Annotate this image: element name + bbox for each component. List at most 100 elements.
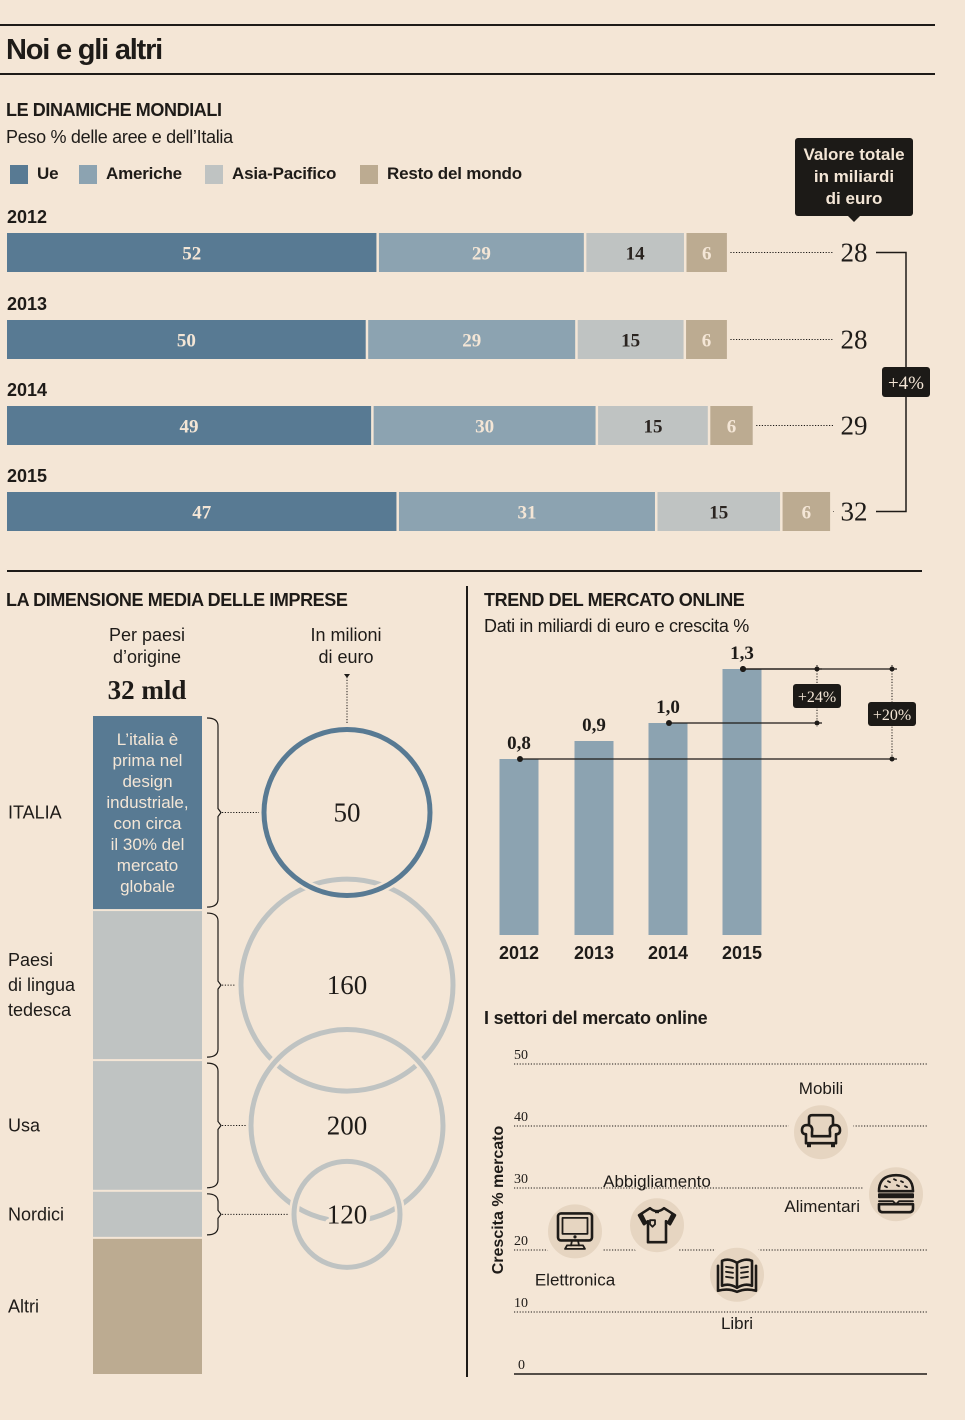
bar-value-label: 6 bbox=[802, 503, 812, 524]
y-tick-label: 10 bbox=[514, 1296, 528, 1311]
section-subtitle-dinamiche: Peso % delle aree e dell’Italia bbox=[6, 127, 233, 147]
bar-segment-resto-del-mondo bbox=[710, 406, 753, 445]
trend-value-label: 1,3 bbox=[730, 643, 754, 664]
bar-value-label: 49 bbox=[180, 417, 199, 438]
trend-year-label: 2014 bbox=[648, 943, 688, 963]
trend-bar bbox=[499, 759, 539, 935]
legend-label-resto-del-mondo: Resto del mondo bbox=[387, 164, 522, 183]
bar-segment-resto-del-mondo bbox=[686, 233, 727, 272]
segment-bracket bbox=[206, 1062, 222, 1189]
legend-item-resto-del-mondo: Resto del mondo bbox=[360, 164, 522, 184]
scatter-point-elettronica bbox=[542, 1198, 608, 1265]
bubble-paesi-di-lingua-tedesca bbox=[238, 876, 456, 1094]
bubble-value-label: 120 bbox=[327, 1199, 368, 1229]
bar-value-label: 30 bbox=[475, 417, 494, 438]
bubble-value-label: 50 bbox=[334, 798, 361, 828]
bar-segment-ue bbox=[7, 233, 377, 272]
italia-note-line: prima nel bbox=[113, 751, 183, 770]
bar-segment-resto-del-mondo bbox=[686, 320, 727, 359]
legend-label-asia-pacifico: Asia-Pacifico bbox=[232, 164, 337, 183]
burger-icon bbox=[877, 1173, 915, 1214]
bubbles-header-line: In milioni bbox=[310, 625, 382, 645]
italia-note-line: con circa bbox=[113, 814, 182, 833]
growth-span-dot bbox=[889, 756, 895, 762]
bubble-value-label: 160 bbox=[327, 970, 368, 1000]
bubbles-header: In milioni di euro bbox=[310, 624, 381, 668]
bubbles-header-line: di euro bbox=[318, 647, 374, 667]
bar-value-label: 15 bbox=[621, 331, 640, 352]
section-title-trend: TREND DEL MERCATO ONLINE bbox=[484, 590, 745, 610]
trend-bar bbox=[722, 669, 762, 935]
total-value: 32 bbox=[841, 497, 868, 527]
total-value: 28 bbox=[841, 238, 868, 268]
callout-pointer bbox=[848, 216, 860, 222]
legend-swatch-asia-pacifico bbox=[205, 164, 223, 184]
tshirt-icon bbox=[637, 1206, 677, 1244]
legend-label-americhe: Americhe bbox=[106, 164, 182, 183]
growth-badge-label: +24% bbox=[798, 689, 836, 706]
column-segment-paesi-di-lingua-tedesca bbox=[93, 911, 202, 1060]
trend-year-label: 2012 bbox=[499, 943, 539, 963]
column-segment-usa bbox=[93, 1061, 202, 1190]
legend-swatch-ue bbox=[10, 164, 28, 184]
column-total: 32 mld bbox=[107, 675, 187, 705]
scatter-point-mobili bbox=[788, 1099, 854, 1166]
bar-value-label: 31 bbox=[517, 503, 536, 524]
italia-note-line: mercato bbox=[117, 856, 178, 875]
trend-year-label: 2015 bbox=[722, 943, 762, 963]
bar-segment-asia-pacifico bbox=[586, 233, 684, 272]
bar-value-label: 6 bbox=[702, 244, 712, 265]
legend-swatch-americhe bbox=[79, 164, 97, 184]
growth-span-dot bbox=[889, 666, 895, 672]
italia-note-line: il 30% del bbox=[111, 835, 185, 854]
scatter-point-label: Elettronica bbox=[535, 1270, 616, 1289]
bar-value-label: 29 bbox=[462, 331, 481, 352]
column-header: Per paesi d’origine bbox=[109, 624, 185, 668]
scatter-point-label: Libri bbox=[721, 1314, 753, 1333]
bar-value-label: 15 bbox=[643, 417, 662, 438]
bar-segment-asia-pacifico bbox=[577, 320, 684, 359]
chart-settori-mercato: 0 10 20 30 40 50 Crescita % mercato Elettronica… bbox=[490, 1048, 929, 1375]
year-label: 2014 bbox=[7, 380, 47, 400]
bubble-nordici bbox=[291, 1158, 403, 1270]
book-icon bbox=[716, 1258, 758, 1294]
segment-bracket bbox=[206, 717, 222, 908]
header-bottom-rule bbox=[0, 73, 935, 75]
header-top-rule bbox=[0, 24, 935, 26]
category-label: ITALIA bbox=[8, 803, 62, 823]
connector-arrow-icon bbox=[344, 674, 350, 678]
scatter-point-label: Alimentari bbox=[784, 1197, 860, 1216]
section-divider-vertical bbox=[466, 586, 468, 1377]
italia-note-line: design bbox=[122, 772, 172, 791]
bar-segment-asia-pacifico bbox=[657, 492, 781, 531]
y-tick-label: 40 bbox=[514, 1110, 528, 1125]
bar-value-label: 47 bbox=[192, 503, 212, 524]
growth-badge bbox=[882, 367, 930, 397]
growth-badge bbox=[793, 684, 841, 708]
category-label: Nordici bbox=[8, 1204, 64, 1224]
trend-bar bbox=[574, 741, 614, 935]
bar-value-label: 6 bbox=[702, 331, 712, 352]
italia-note-line: L’italia è bbox=[117, 730, 178, 749]
legend-item-americhe: Americhe bbox=[79, 164, 182, 184]
category-label: di lingua bbox=[8, 975, 76, 995]
italia-note-line: industriale, bbox=[106, 793, 188, 812]
bar-segment-americhe bbox=[373, 406, 596, 445]
bar-value-label: 14 bbox=[626, 244, 646, 265]
legend-item-ue: Ue bbox=[10, 164, 59, 184]
y-axis-title: Crescita % mercato bbox=[490, 1126, 507, 1275]
total-value-callout: Valore totale in miliardi di euro bbox=[795, 138, 913, 222]
callout-line: Valore totale bbox=[803, 145, 905, 164]
bar-segment-asia-pacifico bbox=[598, 406, 708, 445]
legend-label-ue: Ue bbox=[37, 164, 59, 183]
bubble-value-label: 200 bbox=[327, 1110, 368, 1140]
armchair-icon bbox=[800, 1113, 842, 1148]
trend-bar bbox=[648, 723, 688, 935]
bar-segment-ue bbox=[7, 492, 397, 531]
scatter-point-label: Mobili bbox=[799, 1079, 843, 1098]
section-title-dinamiche: LE DINAMICHE MONDIALI bbox=[6, 100, 222, 120]
bar-segment-ue bbox=[7, 320, 366, 359]
column-header-line: Per paesi bbox=[108, 625, 186, 645]
scatter-point-label: Abbigliamento bbox=[603, 1172, 711, 1191]
